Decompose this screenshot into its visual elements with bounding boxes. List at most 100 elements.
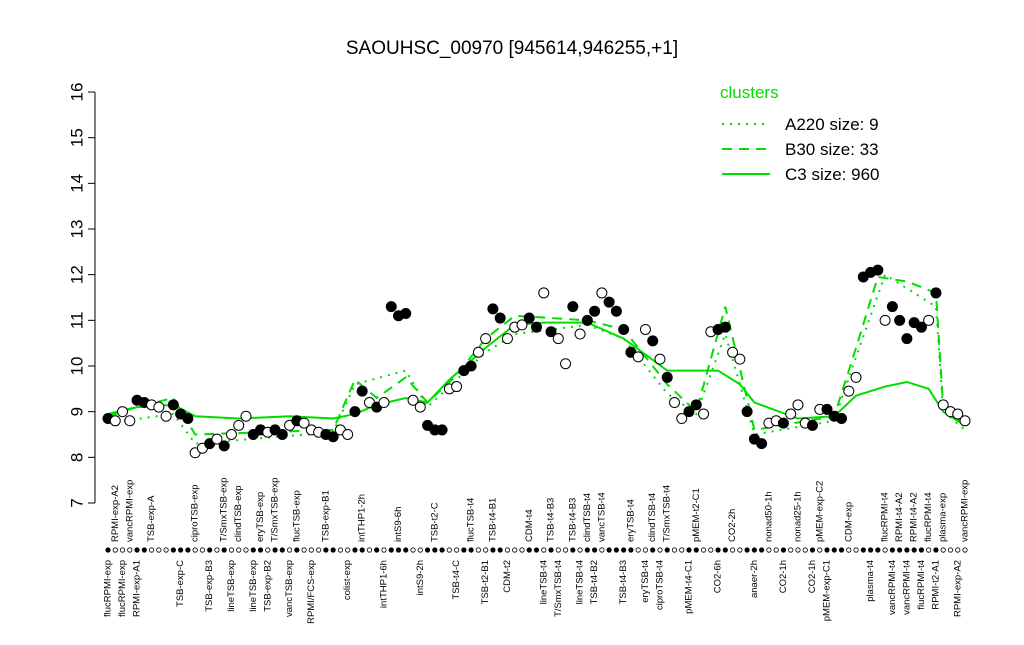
point: [872, 264, 884, 276]
group-dot: [316, 547, 322, 553]
group-dot: [141, 547, 147, 553]
group-dot: [875, 547, 881, 553]
x-label-top: TSB-t2-C: [429, 502, 440, 542]
x-label-top: flucTSB-exp: [291, 490, 302, 542]
group-dot: [192, 547, 198, 553]
point: [567, 301, 579, 313]
point: [552, 333, 564, 345]
legend-label: A220 size: 9: [785, 115, 879, 134]
point: [211, 433, 223, 445]
point: [821, 403, 833, 415]
x-label-top: TSB-t4-B3: [546, 498, 557, 542]
point: [589, 305, 601, 317]
group-dot: [541, 547, 547, 553]
point: [378, 397, 390, 409]
group-dot: [286, 547, 293, 553]
point: [487, 303, 499, 315]
point: [451, 381, 463, 393]
legend-label: B30 size: 33: [785, 140, 879, 159]
x-label-bottom: TSB-t4-B3: [618, 560, 629, 604]
point: [545, 326, 557, 338]
group-dot: [570, 547, 576, 553]
point: [894, 314, 906, 326]
x-label-top: nonad50-1h: [763, 491, 774, 542]
group-dot: [737, 547, 743, 553]
group-dot: [265, 547, 271, 553]
point: [886, 301, 898, 313]
x-label-top: eryTSB-exp: [255, 492, 266, 542]
chart-title: SAOUHSC_00970 [945614,946255,+1]: [346, 38, 678, 59]
group-dot: [461, 547, 467, 553]
x-label-top: T/SmxTSB-exp: [270, 478, 281, 542]
group-dot: [708, 547, 714, 553]
group-dot: [555, 547, 561, 553]
group-dot: [497, 547, 503, 553]
group-dot: [156, 547, 162, 553]
group-dot: [548, 547, 554, 553]
x-label-bottom: RPMI/FCS-exp: [306, 560, 317, 624]
group-dot: [323, 547, 329, 553]
point: [683, 406, 695, 418]
x-label-bottom: CDM-t2: [502, 560, 513, 593]
x-label-bottom: TSB-t4-C: [451, 560, 462, 600]
group-dot: [766, 547, 772, 553]
point: [727, 346, 739, 358]
group-dot: [664, 547, 670, 553]
group-dot: [918, 547, 925, 553]
x-label-bottom: intS9-2h: [415, 560, 426, 595]
point: [676, 413, 688, 425]
group-dot: [592, 547, 598, 553]
point: [741, 406, 753, 418]
group-dot: [207, 547, 213, 553]
cluster-line: [107, 275, 966, 436]
point: [668, 397, 680, 409]
x-label-top: clindTSB-t4: [582, 493, 593, 542]
point: [915, 321, 927, 333]
x-label-bottom: vancTSB-exp: [284, 560, 295, 617]
point: [109, 415, 121, 427]
x-label-top: ciproTSB-exp: [190, 484, 201, 542]
x-label-bottom: TSB-exp-B2: [262, 560, 273, 612]
point: [538, 287, 550, 299]
group-dot: [475, 547, 481, 553]
point: [233, 419, 245, 431]
group-dot: [606, 547, 612, 553]
group-dot: [831, 547, 837, 553]
x-label-bottom: lineTSB-exp: [248, 560, 259, 612]
group-dot: [366, 547, 373, 553]
y-tick-label: 12: [67, 265, 86, 284]
legend-label: C3 size: 960: [785, 165, 880, 184]
x-label-bottom: TSB-exp-B3: [204, 560, 215, 612]
x-label-bottom: ciproTSB-t4: [654, 560, 665, 610]
x-label-top: eryTSB-t4: [625, 499, 636, 542]
x-label-top: flucRPMI-t4: [923, 492, 934, 542]
group-dot: [802, 547, 808, 553]
group-dot: [846, 547, 852, 553]
x-label-bottom: RPMI-t2-A1: [930, 560, 941, 610]
point: [298, 417, 310, 429]
point: [516, 319, 528, 331]
point: [356, 385, 368, 397]
x-label-bottom: flucRPMI-exp: [103, 560, 114, 617]
x-label-top: intTHP1-2h: [357, 494, 368, 542]
point: [654, 353, 666, 365]
group-dot: [228, 547, 235, 553]
group-dot: [294, 547, 300, 553]
x-label-top: pMEM-exp-C2: [814, 481, 825, 542]
group-dot: [279, 547, 285, 553]
group-dot: [504, 547, 511, 553]
point: [240, 410, 252, 422]
point: [610, 305, 622, 317]
point: [596, 287, 608, 299]
x-label-bottom: CO2-1h: [807, 560, 818, 593]
point: [327, 431, 339, 443]
point: [400, 307, 412, 319]
x-label-bottom: flucRPMI-exp: [117, 560, 128, 617]
point: [901, 333, 913, 345]
group-dot: [940, 547, 946, 553]
group-dot: [454, 547, 460, 553]
point: [719, 321, 731, 333]
group-dot: [751, 547, 757, 553]
group-dot: [599, 547, 605, 553]
